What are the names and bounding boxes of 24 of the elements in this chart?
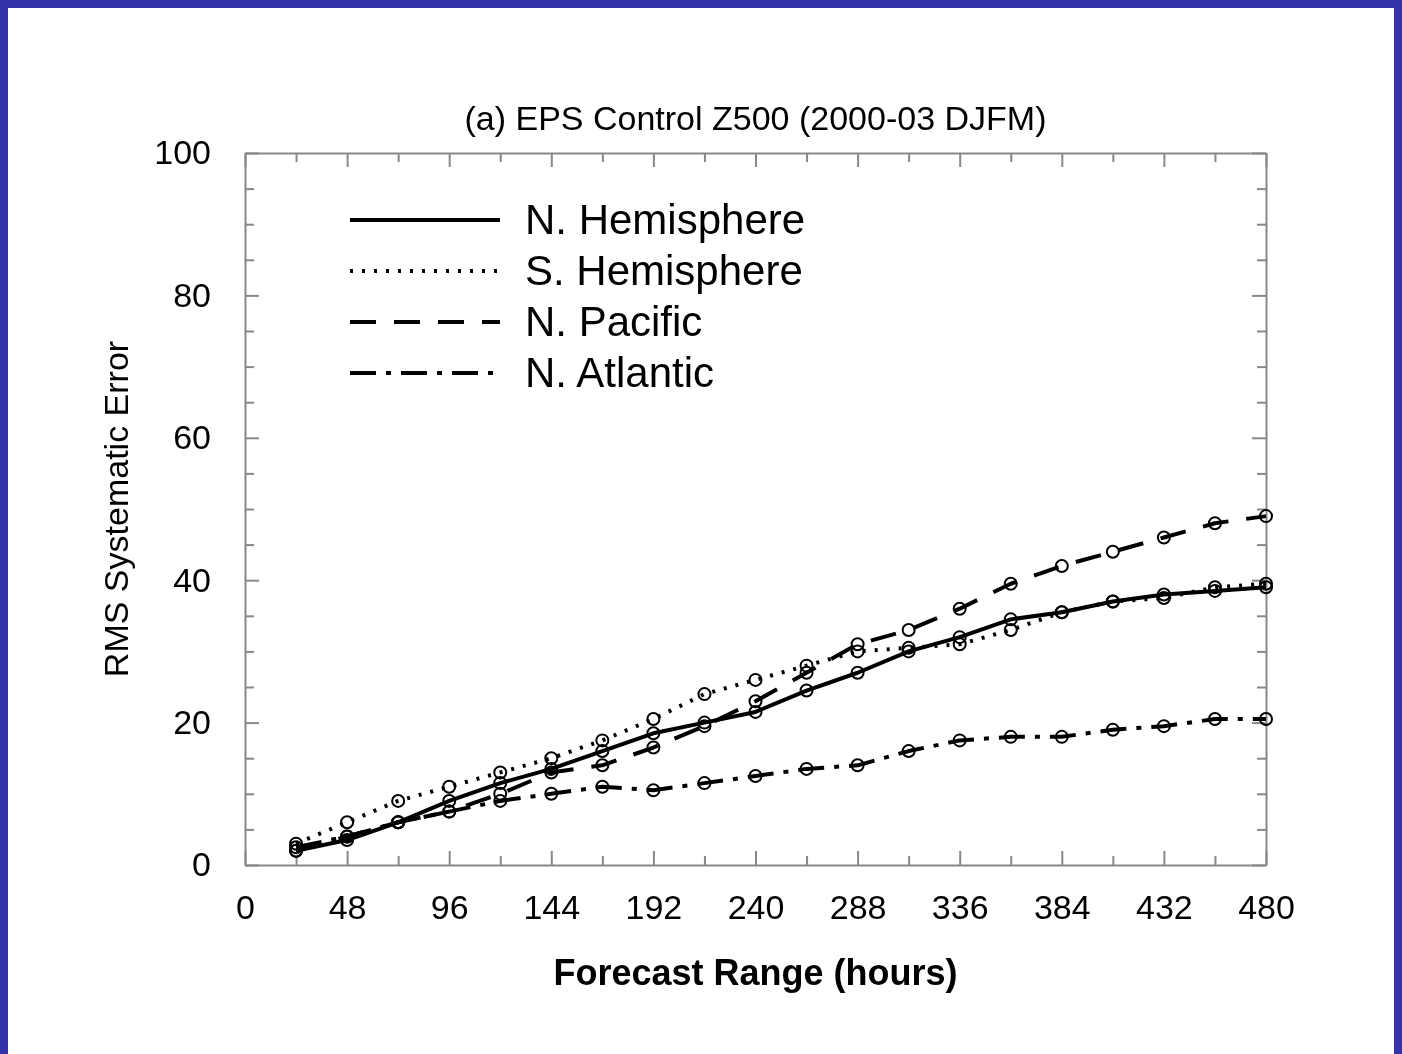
legend-label: N. Atlantic — [525, 349, 715, 396]
x-tick-label: 384 — [1033, 888, 1091, 927]
y-tick-label: 100 — [154, 133, 211, 172]
x-tick-label: 288 — [829, 888, 887, 927]
x-tick-label: 336 — [931, 888, 989, 927]
x-axis-title: Forecast Range (hours) — [553, 952, 958, 993]
y-tick-label: 80 — [173, 275, 211, 314]
legend-label: N. Pacific — [525, 298, 703, 345]
x-tick-label: 96 — [430, 888, 469, 927]
legend-label: S. Hemisphere — [525, 247, 803, 294]
x-tick-label: 240 — [727, 888, 785, 927]
y-tick-label: 40 — [173, 560, 211, 599]
y-axis-title: RMS Systematic Error — [97, 340, 135, 678]
x-tick-label: 432 — [1136, 888, 1193, 927]
y-tick-label: 0 — [192, 845, 211, 884]
x-tick-label: 480 — [1238, 888, 1295, 927]
x-tick-label: 0 — [236, 888, 255, 927]
x-tick-label: 192 — [625, 888, 683, 927]
y-tick-label: 60 — [173, 418, 211, 457]
legend-label: N. Hemisphere — [525, 196, 806, 243]
chart-title: (a) EPS Control Z500 (2000-03 DJFM) — [464, 99, 1047, 137]
x-tick-label: 48 — [328, 888, 367, 927]
x-tick-label: 144 — [523, 888, 581, 927]
y-tick-label: 20 — [173, 702, 211, 741]
